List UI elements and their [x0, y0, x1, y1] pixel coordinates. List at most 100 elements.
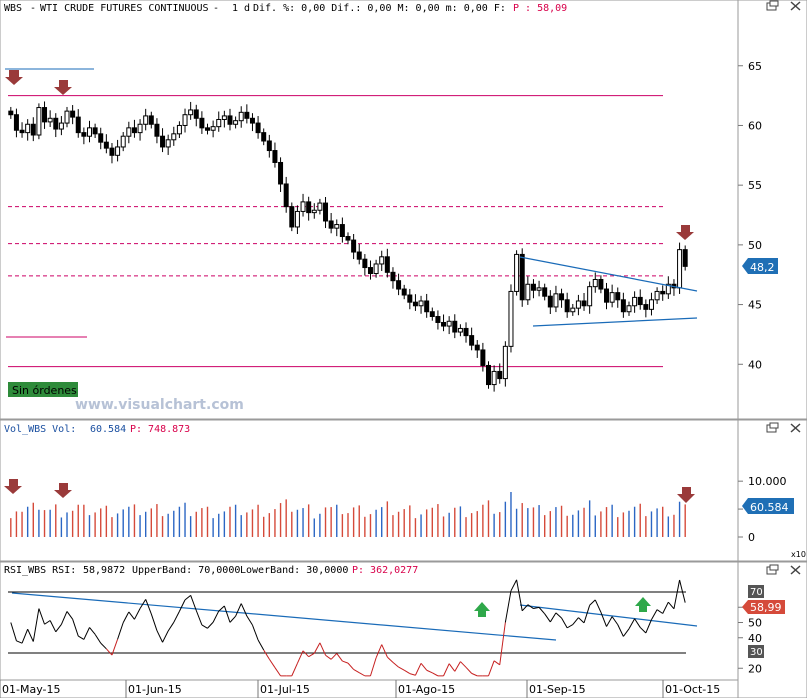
candle-body[interactable]: [604, 288, 610, 303]
candle-body[interactable]: [58, 122, 64, 130]
candle-body[interactable]: [356, 251, 362, 260]
candle-body[interactable]: [339, 224, 345, 238]
rsi-window-close-icon[interactable]: [790, 565, 801, 575]
candle-body[interactable]: [525, 283, 531, 301]
candle-body[interactable]: [441, 321, 447, 327]
candle-body[interactable]: [463, 327, 469, 337]
orders-badge[interactable]: Sin órdenes: [8, 382, 78, 397]
candle-body[interactable]: [115, 146, 121, 156]
candle-body[interactable]: [244, 111, 250, 119]
candle-body[interactable]: [92, 127, 98, 135]
candle-body[interactable]: [452, 320, 458, 333]
candle-body[interactable]: [401, 288, 407, 296]
candle-body[interactable]: [598, 278, 604, 290]
candle-body[interactable]: [581, 300, 587, 307]
candle-body[interactable]: [227, 115, 233, 125]
candle-body[interactable]: [36, 107, 42, 136]
candle-body[interactable]: [317, 202, 323, 211]
candle-body[interactable]: [216, 118, 222, 128]
candle-body[interactable]: [474, 344, 480, 351]
candle-body[interactable]: [75, 116, 81, 134]
candle-body[interactable]: [508, 290, 514, 347]
candle-body[interactable]: [19, 129, 25, 134]
candle-body[interactable]: [643, 304, 649, 310]
candle-body[interactable]: [424, 300, 430, 313]
candle-body[interactable]: [103, 141, 109, 149]
rsi-window-restore-icon[interactable]: [766, 564, 779, 575]
rsi-pane[interactable]: [0, 561, 807, 698]
candle-body[interactable]: [632, 296, 638, 307]
rsi-line-series[interactable]: [10, 579, 686, 677]
candle-body[interactable]: [345, 236, 351, 241]
candle-body[interactable]: [278, 161, 284, 185]
candle-body[interactable]: [289, 206, 295, 228]
candle-body[interactable]: [210, 126, 216, 131]
candle-body[interactable]: [323, 202, 329, 222]
candle-body[interactable]: [457, 327, 463, 333]
candle-body[interactable]: [171, 133, 177, 141]
candle-body[interactable]: [379, 256, 385, 265]
candle-body[interactable]: [42, 107, 48, 123]
volume-bar-series[interactable]: [10, 491, 686, 537]
candle-body[interactable]: [626, 305, 632, 313]
candle-body[interactable]: [199, 117, 205, 129]
candle-body[interactable]: [255, 122, 261, 134]
candle-body[interactable]: [176, 124, 182, 135]
candle-body[interactable]: [249, 117, 255, 124]
candle-body[interactable]: [334, 224, 340, 229]
candle-body[interactable]: [311, 209, 317, 214]
candle-body[interactable]: [221, 115, 227, 120]
candle-body[interactable]: [564, 299, 570, 313]
candle-body[interactable]: [435, 316, 441, 323]
candle-body[interactable]: [47, 117, 53, 123]
candle-body[interactable]: [53, 117, 59, 130]
candle-body[interactable]: [126, 127, 132, 137]
candle-body[interactable]: [154, 123, 160, 137]
candle-body[interactable]: [407, 294, 413, 303]
candle-body[interactable]: [188, 109, 194, 116]
candle-body[interactable]: [446, 320, 452, 327]
candle-body[interactable]: [547, 295, 553, 308]
candle-body[interactable]: [98, 133, 104, 143]
candle-body[interactable]: [137, 123, 143, 134]
candle-body[interactable]: [25, 123, 31, 134]
candle-body[interactable]: [266, 140, 272, 152]
candle-body[interactable]: [480, 349, 486, 366]
volume-pane[interactable]: [0, 419, 807, 562]
candle-body[interactable]: [351, 239, 357, 253]
candle-body[interactable]: [469, 335, 475, 346]
candle-body[interactable]: [418, 300, 424, 307]
candle-body[interactable]: [238, 111, 244, 122]
candle-body[interactable]: [502, 345, 508, 380]
candle-body[interactable]: [30, 123, 36, 136]
candle-body[interactable]: [261, 132, 267, 142]
candle-body[interactable]: [143, 115, 149, 125]
candle-body[interactable]: [70, 110, 76, 118]
volume-window-restore-icon[interactable]: [766, 422, 779, 433]
candle-body[interactable]: [294, 210, 300, 228]
candle-body[interactable]: [193, 109, 199, 119]
candle-body[interactable]: [306, 201, 312, 214]
candle-body[interactable]: [637, 296, 643, 306]
candle-body[interactable]: [272, 150, 278, 163]
candle-body[interactable]: [86, 127, 92, 137]
candle-body[interactable]: [575, 300, 581, 309]
candle-body[interactable]: [665, 283, 671, 295]
candle-body[interactable]: [485, 364, 491, 386]
candle-body[interactable]: [384, 256, 390, 273]
candle-body[interactable]: [660, 290, 666, 295]
candle-body[interactable]: [13, 114, 19, 131]
candle-body[interactable]: [654, 290, 660, 301]
candle-body[interactable]: [530, 283, 536, 291]
candle-body[interactable]: [396, 280, 402, 290]
candle-body[interactable]: [182, 114, 188, 126]
candle-body[interactable]: [390, 271, 396, 282]
candle-body[interactable]: [81, 132, 87, 137]
candle-body[interactable]: [148, 115, 154, 125]
candle-body[interactable]: [570, 307, 576, 313]
window-close-icon[interactable]: [790, 1, 801, 11]
candle-body[interactable]: [620, 299, 626, 313]
candle-body[interactable]: [519, 253, 525, 301]
volume-window-close-icon[interactable]: [790, 423, 801, 433]
candlestick-series[interactable]: [8, 101, 688, 392]
